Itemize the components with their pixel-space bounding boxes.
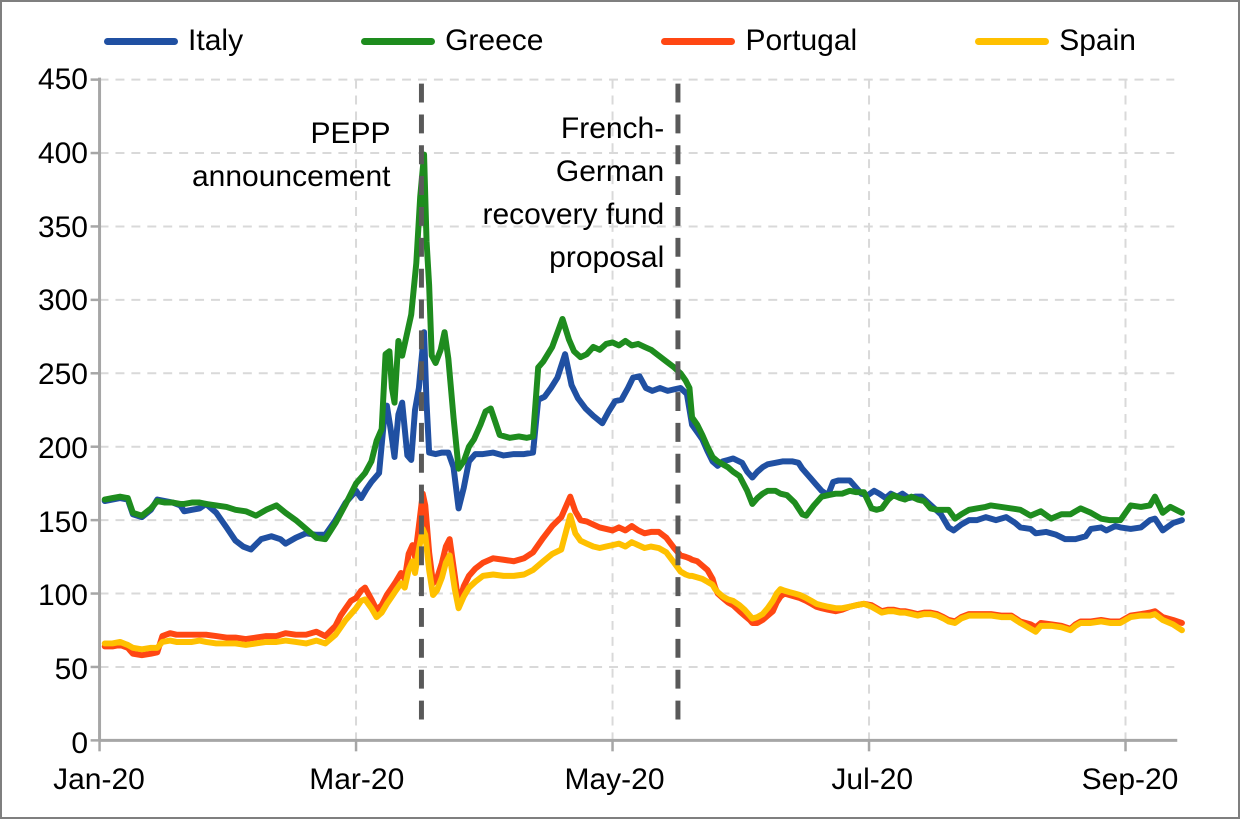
annotation-line: recovery fund [482,198,665,231]
y-axis-tick-label: 100 [37,579,88,613]
x-axis-tick-label: Sep-20 [1081,763,1179,796]
y-axis-tick-label: 200 [37,431,88,465]
x-axis-tick-label: Jul-20 [831,763,914,796]
legend-swatch-italy [104,37,179,45]
legend-swatch-portugal [661,37,736,45]
y-axis-tick-label: 250 [37,358,88,392]
series-line-spain [101,512,1185,653]
series-line-greece [101,151,1185,543]
y-axis-tick-label: 0 [71,727,88,760]
annotation-line: French- [560,112,665,145]
legend-item-spain: Spain [975,26,1136,56]
legend-item-italy: Italy [104,26,243,56]
y-axis-tick-label: 350 [37,210,88,244]
annotation-line: German [555,155,665,188]
annotation-0: PEPP announcement [192,112,391,198]
legend-item-greece: Greece [361,26,543,56]
y-axis-tick-label: 400 [37,136,88,170]
y-axis-tick-label: 450 [37,63,88,96]
y-axis-tick-label: 50 [54,653,88,687]
annotation-line: PEPP [310,117,391,150]
series-line-portugal [101,490,1185,659]
annotation-1: French- German recovery fund proposal [482,107,664,279]
legend-item-portugal: Portugal [661,26,857,56]
legend-label: Spain [1059,24,1136,57]
chart-legend: Italy Greece Portugal Spain [2,18,1238,64]
x-axis-tick-label: May-20 [564,763,665,796]
legend-swatch-greece [361,37,436,45]
y-axis-tick-label: 150 [37,505,88,539]
x-axis-tick-label: Jan-20 [53,763,145,796]
legend-swatch-spain [975,37,1050,45]
annotation-line: announcement [191,160,391,193]
x-axis-tick-label: Mar-20 [309,763,405,796]
legend-label: Greece [445,24,544,57]
annotation-line: proposal [549,241,665,274]
series-line-italy [101,329,1185,553]
legend-label: Portugal [745,24,858,57]
y-axis-tick-label: 300 [37,284,88,318]
legend-label: Italy [188,24,244,57]
